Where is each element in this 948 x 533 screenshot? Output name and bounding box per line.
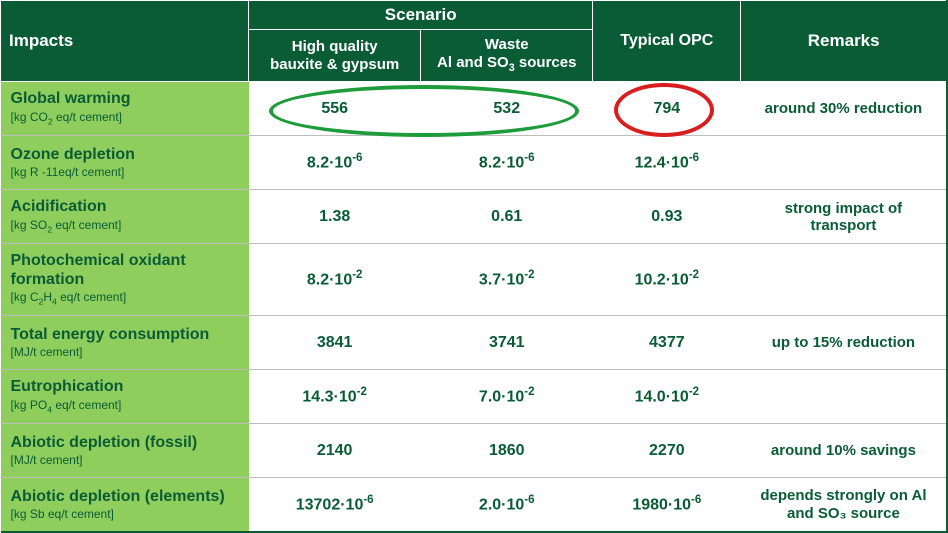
impact-unit: [MJ/t cement] — [11, 346, 241, 360]
impact-cell: Total energy consumption [MJ/t cement] — [1, 316, 249, 370]
impact-cell: Global warming [kg CO2 eq/t cement] — [1, 82, 249, 136]
typical-cell: 10.2·10-2 — [593, 244, 741, 316]
table-row: Abiotic depletion (fossil) [MJ/t cement] 2… — [1, 424, 948, 478]
impact-cell: Photochemical oxidant formation [kg C2H4 … — [1, 244, 249, 316]
scenario2-cell: 1860 — [421, 424, 593, 478]
impact-title: Photochemical oxidant formation — [11, 252, 241, 289]
impact-unit: [MJ/t cement] — [11, 454, 241, 468]
scenario2-cell: 7.0·10-2 — [421, 370, 593, 424]
remarks-cell: around 10% savings — [741, 424, 947, 478]
table-row: Total energy consumption [MJ/t cement] 384… — [1, 316, 948, 370]
scenario1-cell: 556 — [249, 82, 421, 136]
scenario2-cell: 2.0·10-6 — [421, 478, 593, 532]
impact-cell: Acidification [kg SO2 eq/t cement] — [1, 190, 249, 244]
header-impacts: Impacts — [1, 1, 249, 82]
typical-cell: 0.93 — [593, 190, 741, 244]
remarks-cell — [741, 370, 947, 424]
impact-title: Acidification — [11, 198, 241, 216]
remarks-cell: up to 15% reduction — [741, 316, 947, 370]
remarks-cell: strong impact of transport — [741, 190, 947, 244]
header-scenario-1: High qualitybauxite & gypsum — [249, 30, 421, 82]
typical-cell: 794 — [593, 82, 741, 136]
typical-cell: 14.0·10-2 — [593, 370, 741, 424]
table-row: Eutrophication [kg PO4 eq/t cement] 14.3·1… — [1, 370, 948, 424]
impact-cell: Ozone depletion [kg R -11eq/t cement] — [1, 136, 249, 190]
table-row: Abiotic depletion (elements) [kg Sb eq/t … — [1, 478, 948, 532]
scenario1-cell: 3841 — [249, 316, 421, 370]
table-header: Impacts Scenario Typical OPC Remarks Hig… — [1, 1, 948, 82]
scenario2-cell: 3741 — [421, 316, 593, 370]
scenario2-cell: 3.7·10-2 — [421, 244, 593, 316]
typical-cell: 1980·10-6 — [593, 478, 741, 532]
remarks-cell — [741, 244, 947, 316]
header-scenario-2: WasteAl and SO3 sources — [421, 30, 593, 82]
header-scenario: Scenario — [249, 1, 593, 30]
lca-table: Impacts Scenario Typical OPC Remarks Hig… — [0, 0, 948, 533]
header-remarks: Remarks — [741, 1, 947, 82]
remarks-cell: around 30% reduction — [741, 82, 947, 136]
table-row: Photochemical oxidant formation [kg C2H4 … — [1, 244, 948, 316]
impact-title: Total energy consumption — [11, 326, 241, 344]
typical-cell: 2270 — [593, 424, 741, 478]
impact-title: Abiotic depletion (fossil) — [11, 434, 241, 452]
scenario2-cell: 532 — [421, 82, 593, 136]
impact-title: Abiotic depletion (elements) — [11, 488, 241, 506]
impact-unit: [kg C2H4 eq/t cement] — [11, 291, 241, 307]
scenario1-cell: 2140 — [249, 424, 421, 478]
impact-unit: [kg CO2 eq/t cement] — [11, 111, 241, 127]
impact-title: Global warming — [11, 90, 241, 108]
impact-unit: [kg PO4 eq/t cement] — [11, 399, 241, 415]
scenario1-cell: 13702·10-6 — [249, 478, 421, 532]
impact-unit: [kg R -11eq/t cement] — [11, 166, 241, 180]
scenario1-cell: 14.3·10-2 — [249, 370, 421, 424]
impact-cell: Abiotic depletion (elements) [kg Sb eq/t … — [1, 478, 249, 532]
impact-cell: Abiotic depletion (fossil) [MJ/t cement] — [1, 424, 249, 478]
remarks-cell — [741, 136, 947, 190]
scenario1-cell: 8.2·10-2 — [249, 244, 421, 316]
table-body: Global warming [kg CO2 eq/t cement] 556532… — [1, 82, 948, 532]
impact-title: Ozone depletion — [11, 146, 241, 164]
table-row: Ozone depletion [kg R -11eq/t cement] 8.2·… — [1, 136, 948, 190]
remarks-cell: depends strongly on Al and SO₃ source — [741, 478, 947, 532]
table-row: Acidification [kg SO2 eq/t cement] 1.380.6… — [1, 190, 948, 244]
scenario2-cell: 0.61 — [421, 190, 593, 244]
impact-unit: [kg SO2 eq/t cement] — [11, 219, 241, 235]
impact-unit: [kg Sb eq/t cement] — [11, 508, 241, 522]
scenario1-cell: 1.38 — [249, 190, 421, 244]
typical-cell: 12.4·10-6 — [593, 136, 741, 190]
header-typical-opc: Typical OPC — [593, 1, 741, 82]
scenario1-cell: 8.2·10-6 — [249, 136, 421, 190]
typical-cell: 4377 — [593, 316, 741, 370]
table-row: Global warming [kg CO2 eq/t cement] 556532… — [1, 82, 948, 136]
impact-cell: Eutrophication [kg PO4 eq/t cement] — [1, 370, 249, 424]
scenario2-cell: 8.2·10-6 — [421, 136, 593, 190]
impact-title: Eutrophication — [11, 378, 241, 396]
